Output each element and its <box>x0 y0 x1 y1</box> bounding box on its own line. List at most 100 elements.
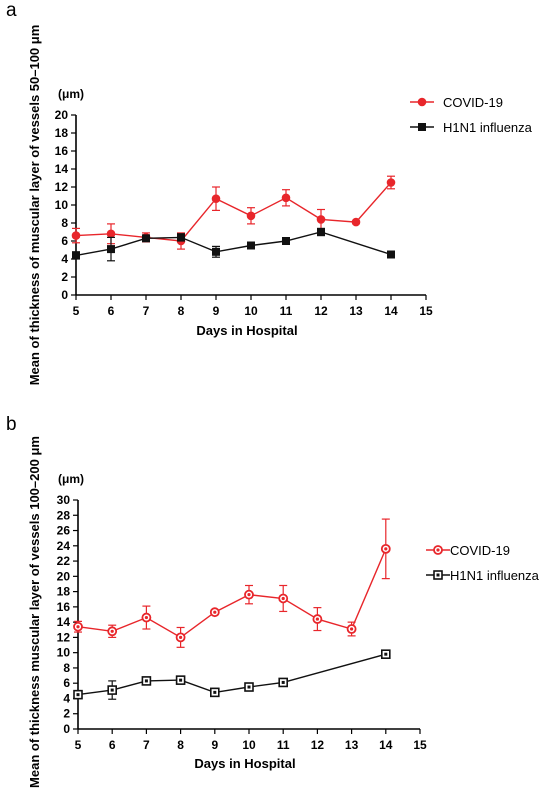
y-tick-label: 22 <box>57 554 71 568</box>
x-axis-title: Days in Hospital <box>194 756 295 771</box>
y-tick-label: 10 <box>57 646 71 660</box>
series-line <box>75 182 392 242</box>
data-point <box>107 245 115 254</box>
data-point-dot <box>110 629 114 633</box>
data-point <box>246 211 256 221</box>
y-tick-label: 16 <box>57 600 71 614</box>
data-point-dot <box>179 635 183 640</box>
y-tick-label: 10 <box>55 198 69 212</box>
data-point <box>142 234 150 243</box>
x-tick-label: 6 <box>109 738 116 752</box>
y-tick-label: 4 <box>63 691 70 705</box>
x-tick-label: 5 <box>73 304 80 318</box>
y-tick-label: 20 <box>57 569 71 583</box>
legend-label: COVID-19 <box>443 95 503 110</box>
data-point-dot <box>281 596 285 601</box>
data-point-dot <box>213 690 217 694</box>
data-point-dot <box>76 625 80 629</box>
data-point <box>71 231 81 240</box>
y-unit-label: (μm) <box>58 472 84 486</box>
data-point <box>211 194 221 203</box>
x-tick-label: 11 <box>277 738 290 752</box>
y-axis-title: Mean of thickness of muscular layer of v… <box>27 25 42 386</box>
x-tick-label: 13 <box>349 304 363 318</box>
data-point-dot <box>384 547 388 551</box>
x-tick-label: 14 <box>379 738 393 752</box>
legend-marker <box>417 97 427 107</box>
data-point <box>282 237 290 245</box>
series-covid-19: COVID-19 <box>73 518 510 648</box>
panel-letter-b: b <box>6 414 17 435</box>
data-point-dot <box>144 679 148 683</box>
series-h1n1-influenza: H1N1 influenza <box>72 120 533 262</box>
y-tick-label: 26 <box>57 524 71 538</box>
y-tick-label: 30 <box>57 493 71 507</box>
data-point <box>72 251 80 260</box>
x-tick-label: 6 <box>108 304 115 318</box>
data-point <box>212 247 220 256</box>
x-tick-label: 9 <box>211 738 218 752</box>
legend-label: COVID-19 <box>450 543 510 558</box>
x-tick-label: 15 <box>419 304 433 318</box>
x-tick-label: 13 <box>345 738 359 752</box>
x-tick-label: 15 <box>413 738 427 752</box>
y-tick-label: 2 <box>63 707 70 721</box>
legend-label: H1N1 influenza <box>450 568 540 583</box>
y-tick-label: 28 <box>57 508 71 522</box>
legend-marker-dot <box>436 548 440 552</box>
data-point <box>247 241 255 250</box>
series-line <box>77 548 387 639</box>
x-tick-label: 8 <box>177 738 184 752</box>
y-tick-label: 12 <box>55 180 69 194</box>
data-point <box>177 233 185 242</box>
x-tick-label: 12 <box>311 738 325 752</box>
data-point-dot <box>315 617 319 621</box>
x-tick-label: 10 <box>242 738 256 752</box>
data-point-dot <box>179 678 183 682</box>
y-tick-label: 18 <box>57 585 71 599</box>
y-tick-label: 18 <box>55 126 69 140</box>
y-tick-label: 6 <box>63 676 70 690</box>
data-point-dot <box>350 627 354 631</box>
data-point <box>317 228 325 236</box>
data-point-dot <box>247 685 251 689</box>
y-tick-label: 24 <box>57 539 71 553</box>
legend-marker <box>418 123 426 131</box>
legend-marker-dot <box>436 573 440 577</box>
legend-label: H1N1 influenza <box>443 120 533 135</box>
y-tick-label: 0 <box>63 722 70 736</box>
data-point-dot <box>76 693 80 697</box>
chart-panel-a: 0 2 4 6 8 10 12 14 16 18 20 5 6 7 8 9 10 11 12 13 14 15 (μm) Da… <box>27 25 533 386</box>
y-tick-label: 2 <box>61 270 68 284</box>
data-point <box>281 193 291 203</box>
x-tick-label: 9 <box>213 304 220 318</box>
y-unit-label: (μm) <box>58 87 84 101</box>
x-tick-label: 7 <box>143 738 150 752</box>
data-point-dot <box>247 593 251 597</box>
x-tick-label: 8 <box>178 304 185 318</box>
data-point <box>106 229 116 239</box>
data-point-dot <box>281 680 285 684</box>
series-line <box>77 653 386 696</box>
y-tick-label: 4 <box>61 252 68 266</box>
y-tick-label: 14 <box>55 162 69 176</box>
x-tick-label: 7 <box>143 304 150 318</box>
y-tick-label: 6 <box>61 234 68 248</box>
y-axis-title: Mean of thickness muscular layer of vess… <box>27 436 42 788</box>
data-point-dot <box>110 688 114 692</box>
data-point-dot <box>144 615 148 620</box>
y-tick-label: 16 <box>55 144 69 158</box>
x-tick-label: 10 <box>244 304 258 318</box>
x-tick-label: 11 <box>280 304 293 318</box>
data-point <box>386 178 396 187</box>
data-point-dot <box>213 610 217 614</box>
data-point-dot <box>384 652 388 656</box>
y-tick-label: 20 <box>55 108 69 122</box>
x-tick-label: 12 <box>314 304 328 318</box>
panel-letter-a: a <box>6 0 17 21</box>
y-tick-label: 0 <box>61 288 68 302</box>
data-point <box>316 215 326 224</box>
x-tick-label: 5 <box>75 738 82 752</box>
x-axis-title: Days in Hospital <box>196 323 297 338</box>
